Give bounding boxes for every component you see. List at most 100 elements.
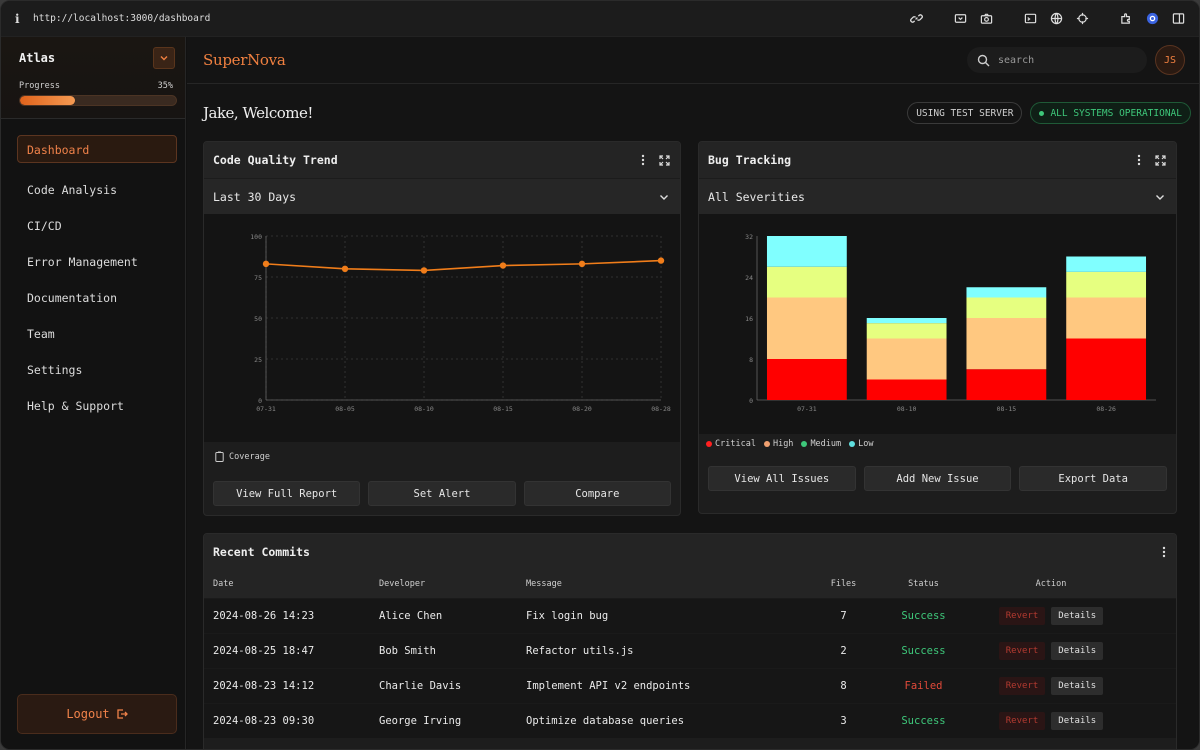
legend-item-high[interactable]: High [763, 439, 794, 449]
legend-label: High [772, 439, 794, 449]
revert-button[interactable]: Revert [998, 712, 1046, 730]
address-bar[interactable]: http://localhost:3000/dashboard [33, 13, 211, 24]
bar-segment-critical[interactable] [766, 359, 847, 400]
column-header-date[interactable]: Date [213, 579, 234, 589]
details-button[interactable]: Details [1051, 712, 1104, 730]
bar-segment-high[interactable] [766, 297, 847, 360]
code-quality-card: Code Quality Trend Last 30 Days 0 25 50 75 1… [203, 141, 681, 516]
screen-capture-icon[interactable] [953, 12, 967, 26]
revert-button[interactable]: Revert [998, 607, 1046, 625]
commit-message: Optimize database queries [526, 715, 685, 727]
recent-commits-card: Recent Commits Date Developer Message Fi… [203, 533, 1177, 749]
more-options-icon[interactable] [641, 154, 645, 166]
sidebar-item-documentation[interactable]: Documentation [27, 291, 118, 305]
view-full-report-button[interactable]: View Full Report [213, 481, 361, 506]
camera-icon[interactable] [979, 12, 993, 26]
project-dropdown-button[interactable] [153, 47, 175, 69]
data-point[interactable] [657, 257, 665, 264]
legend-dot-icon [763, 441, 770, 447]
commit-status: Success [901, 645, 946, 657]
bar-segment-high[interactable] [966, 318, 1047, 370]
bar-segment-high[interactable] [866, 338, 947, 380]
legend-item-low[interactable]: Low [849, 439, 874, 449]
coverage-label: Coverage [229, 451, 270, 462]
column-header-developer[interactable]: Developer [379, 579, 426, 589]
logout-icon [117, 709, 128, 719]
bar-segment-medium[interactable] [766, 266, 847, 298]
data-point[interactable] [578, 260, 586, 268]
compare-button[interactable]: Compare [523, 481, 671, 506]
date-range-select[interactable]: Last 30 Days [204, 178, 680, 214]
search-input[interactable] [998, 54, 1128, 66]
column-header-files[interactable]: Files [830, 579, 857, 589]
terminal-icon[interactable] [1023, 12, 1037, 26]
link-icon[interactable] [909, 12, 923, 26]
quality-chart-area: 0 25 50 75 100 07-31 08-05 08-10 08-15 08-20 08-28 [204, 214, 680, 442]
legend-dot-icon [849, 441, 856, 447]
bar-segment-critical[interactable] [1066, 338, 1147, 401]
main-content: SuperNova JS Jake, Welcome! USING TEST S… [187, 37, 1199, 749]
bar-segment-high[interactable] [1066, 297, 1147, 339]
details-button[interactable]: Details [1051, 677, 1104, 695]
commit-date: 2024-08-23 14:12 [213, 680, 315, 692]
sidebar-item-team[interactable]: Team [27, 327, 55, 341]
sidebar-item-settings[interactable]: Settings [27, 363, 83, 377]
export-data-button[interactable]: Export Data [1019, 466, 1168, 491]
logout-button[interactable]: Logout [17, 694, 177, 734]
details-button[interactable]: Details [1051, 607, 1104, 625]
welcome-row: Jake, Welcome! USING TEST SERVER ALL SYS… [203, 101, 1191, 125]
crosshair-icon[interactable] [1075, 12, 1089, 26]
data-point[interactable] [420, 267, 428, 274]
sidebar-item-help-support[interactable]: Help & Support [27, 399, 124, 413]
system-status-text: ALL SYSTEMS OPERATIONAL [1050, 107, 1182, 119]
sidebar-item-ci-cd[interactable]: CI/CD [27, 219, 62, 233]
data-point[interactable] [262, 260, 270, 268]
profile-extension-icon[interactable] [1145, 12, 1159, 26]
brand-logo[interactable]: SuperNova [203, 51, 286, 69]
severity-select[interactable]: All Severities [699, 178, 1176, 214]
search-icon [977, 54, 990, 66]
expand-icon[interactable] [659, 154, 670, 166]
bar-segment-critical[interactable] [966, 369, 1047, 400]
data-point[interactable] [341, 265, 349, 272]
bar-segment-low[interactable] [866, 318, 947, 324]
commit-files: 8 [840, 680, 847, 692]
data-point[interactable] [499, 262, 507, 269]
system-status-badge: ALL SYSTEMS OPERATIONAL [1030, 102, 1191, 124]
sidebar-item-dashboard[interactable]: Dashboard [17, 135, 177, 163]
commits-table-body: 2024-08-26 14:23 Alice Chen Fix login bug 7… [204, 598, 1176, 738]
view-all-issues-button[interactable]: View All Issues [708, 466, 856, 491]
more-options-icon[interactable] [1137, 154, 1141, 166]
revert-button[interactable]: Revert [998, 677, 1046, 695]
globe-icon[interactable] [1049, 12, 1063, 26]
bar-segment-low[interactable] [766, 236, 847, 267]
bar-segment-medium[interactable] [966, 297, 1047, 319]
avatar[interactable]: JS [1155, 45, 1185, 75]
site-info-icon[interactable]: i [15, 11, 20, 26]
more-options-icon[interactable] [1162, 546, 1166, 558]
revert-button[interactable]: Revert [998, 642, 1046, 660]
sidebar: Atlas Progress 35% Dashboard Code Analysi… [1, 37, 186, 749]
bar-segment-medium[interactable] [1066, 271, 1147, 298]
y-tick-label: 0 [258, 397, 262, 405]
legend-item-medium[interactable]: Medium [801, 439, 841, 449]
extensions-icon[interactable] [1119, 12, 1133, 26]
bar-segment-medium[interactable] [866, 323, 947, 339]
legend-item-critical[interactable]: Critical [706, 439, 756, 449]
sidebar-item-error-management[interactable]: Error Management [27, 255, 138, 269]
bug-tracking-title: Bug Tracking [708, 153, 792, 167]
bar-segment-low[interactable] [1066, 256, 1147, 272]
bar-segment-low[interactable] [966, 287, 1047, 298]
search-box[interactable] [967, 47, 1147, 73]
sidebar-toggle-icon[interactable] [1171, 12, 1185, 26]
sidebar-item-code-analysis[interactable]: Code Analysis [27, 183, 118, 197]
add-new-issue-button[interactable]: Add New Issue [863, 466, 1012, 491]
test-server-badge: USING TEST SERVER [907, 102, 1023, 124]
column-header-status[interactable]: Status [908, 579, 939, 589]
details-button[interactable]: Details [1051, 642, 1104, 660]
column-header-message[interactable]: Message [526, 579, 562, 589]
x-tick-label: 08-05 [335, 405, 355, 413]
set-alert-button[interactable]: Set Alert [368, 481, 516, 506]
bar-segment-critical[interactable] [866, 379, 947, 401]
expand-icon[interactable] [1155, 154, 1166, 166]
